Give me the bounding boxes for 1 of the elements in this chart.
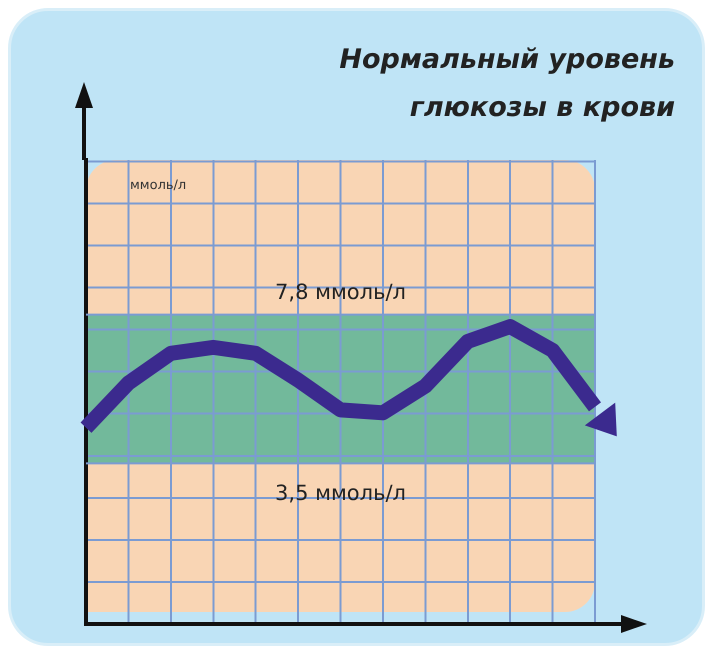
chart-title: Нормальный уровень глюкозы в крови	[338, 43, 675, 125]
